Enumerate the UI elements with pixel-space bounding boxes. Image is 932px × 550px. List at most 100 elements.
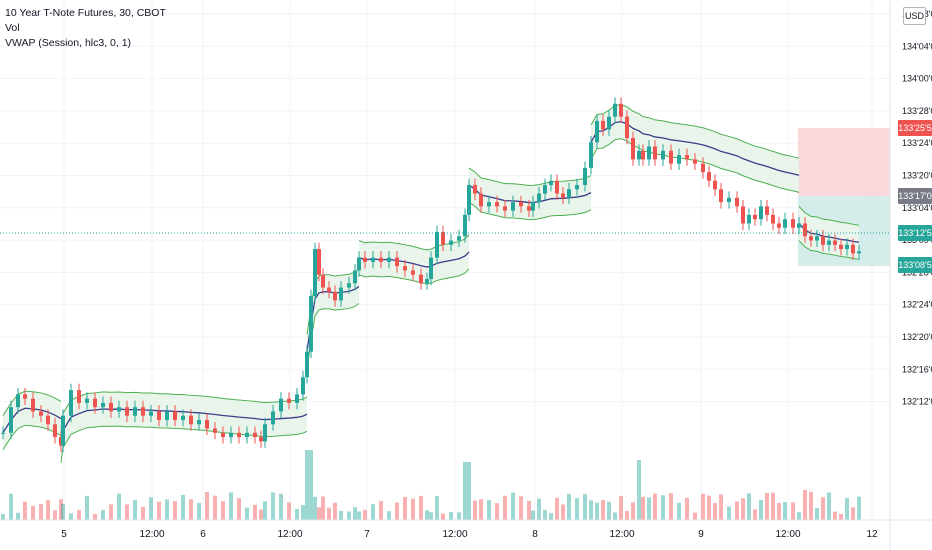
y-tick-label: 132'16'0 [902,364,932,374]
price-tags: 133'25'5 133'17'0 133'12'5 133'08'5 [898,120,932,273]
volume-bar [173,501,177,520]
volume-bar [59,499,63,520]
candle-body [305,351,309,378]
candle-body [61,415,65,446]
volume-bar [661,495,665,520]
volume-bar [53,510,57,520]
volume-bar [555,497,559,520]
candle-body [845,244,849,250]
volume-indicator-label[interactable]: Vol [5,22,20,34]
volume-bar [479,499,483,520]
stop-price-tag [898,120,932,136]
volume-bar [165,499,169,520]
volume-bar [141,506,145,520]
volume-bar [647,497,651,520]
candle-body [583,167,587,185]
volume-bar [85,495,89,520]
candle-body [287,398,291,403]
volume-bar [457,512,461,520]
candle-body [165,411,169,420]
volume-bar [467,462,471,520]
symbol-title[interactable]: 10 Year T-Note Futures, 30, CBOT [5,7,166,19]
candle-body [353,270,357,284]
volume-bar [589,500,593,520]
candle-body [833,240,837,245]
candle-body [429,257,433,279]
volume-bar [197,502,201,520]
vwap-upper-band [798,206,860,226]
y-tick-label: 133'24'0 [902,138,932,148]
y-tick-label: 134'04'0 [902,41,932,51]
vwap-bands [2,104,860,463]
volume-bar [537,498,541,520]
x-tick-label: 12:00 [442,529,467,540]
candle-body [511,202,515,211]
volume-bar [229,492,233,520]
x-axis-labels[interactable]: 5 12:00 6 12:00 7 12:00 8 12:00 9 12:00 12 [61,529,878,540]
volume-bar [109,504,113,520]
volume-bar [527,500,531,520]
candle-body [457,236,461,241]
candle-body [237,432,241,438]
volume-bar [511,492,515,520]
y-tick-label: 133'20'0 [902,171,932,181]
volume-bar [625,510,629,520]
candle-body [765,206,769,215]
candle-body [693,159,697,164]
y-axis-labels[interactable]: 134'08'0134'04'0134'00'0133'28'0133'24'0… [902,9,932,407]
vwap-line [590,120,800,176]
current-price-tag [898,225,932,241]
candle-body [685,155,689,160]
volume-bar [607,501,611,520]
x-tick-label: 12:00 [609,529,634,540]
candle-body [575,185,579,190]
y-tick-label: 134'00'0 [902,74,932,84]
candle-body [441,232,445,245]
candle-body [109,402,113,412]
candle-body [379,257,383,262]
candle-body [347,283,351,288]
candle-body [259,437,263,442]
candle-body [189,415,193,425]
x-tick-label: 12:00 [277,529,302,540]
volume-bar [851,507,855,520]
candle-body [197,420,201,425]
candle-body [701,163,705,173]
volume-bar [253,504,257,520]
vwap-indicator-label[interactable]: VWAP (Session, hlc3, 0, 1) [5,37,132,49]
candle-body [16,394,20,408]
volume-bar [701,493,705,520]
volume-bar [263,501,267,520]
candle-body [309,296,313,352]
volume-bar [347,511,351,520]
candle-body [631,138,635,160]
currency-button[interactable]: USD [903,7,926,25]
candle-body [321,274,325,288]
volume-bar [313,496,317,520]
volume-bar [101,509,105,520]
volume-bar [411,498,415,520]
vwap-line [358,251,470,268]
candle-body [827,240,831,245]
volume-bar [1,514,5,520]
volume-bar [641,496,645,520]
volume-bar [425,510,429,520]
candle-body [117,407,121,412]
candle-body [229,432,233,438]
candle-body [567,189,571,198]
candle-body [537,193,541,203]
y-tick-label: 133'04'0 [902,203,932,213]
volume-bar [637,460,641,520]
volume-bar [339,510,343,520]
vwap-line [60,408,308,446]
volume-bar [357,511,361,520]
volume-bar [803,490,807,520]
x-tick-label: 8 [532,529,538,540]
stop-zone [798,128,890,196]
candle-body [747,214,751,224]
candle-body [467,185,471,215]
volume-bar [595,502,599,520]
candle-body [395,257,399,267]
volume-bar [839,513,843,520]
